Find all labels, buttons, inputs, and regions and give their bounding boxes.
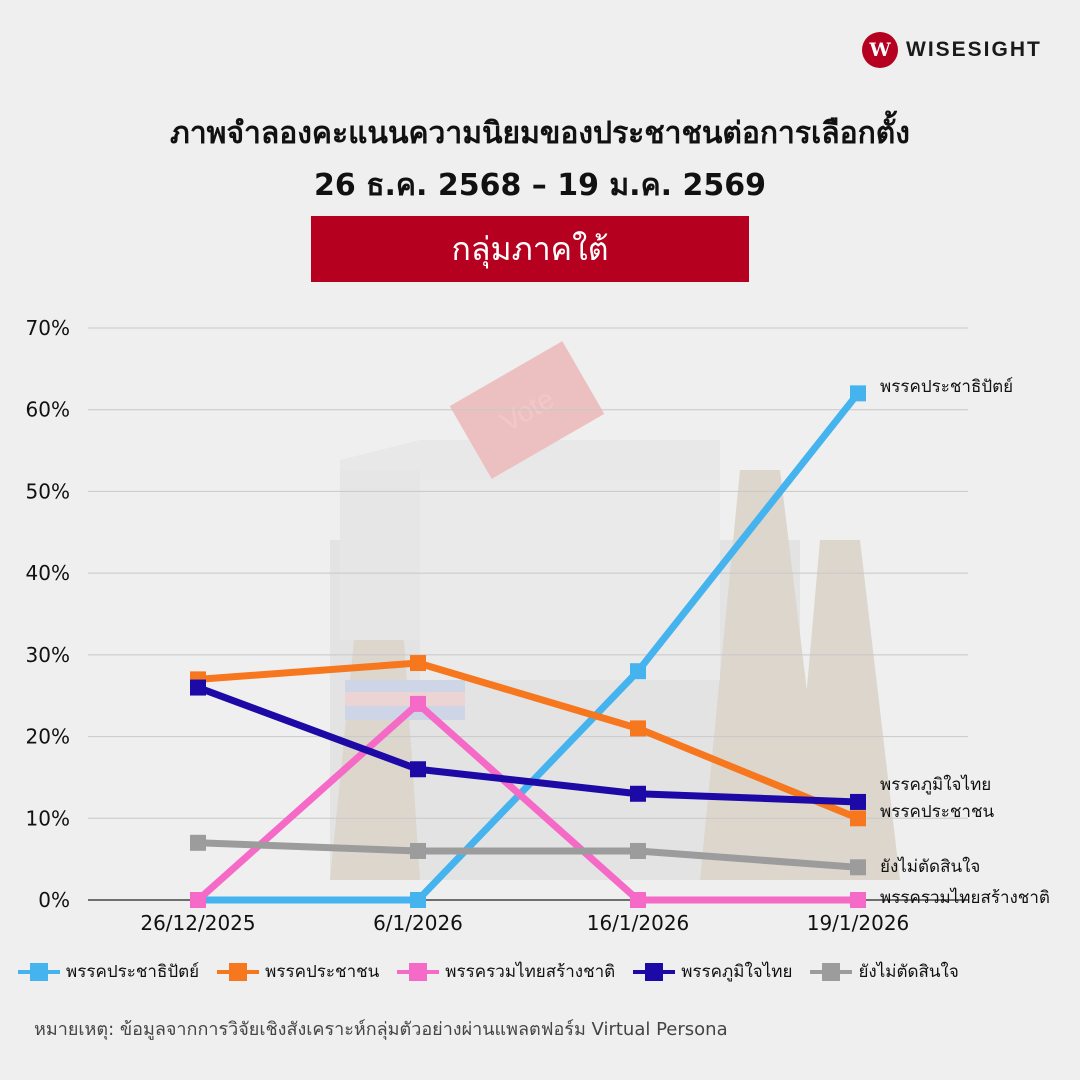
data-point: [410, 761, 426, 778]
series-end-label: พรรคประชาชน: [880, 802, 995, 822]
legend-swatch: [397, 960, 440, 984]
y-tick-label: 0%: [38, 888, 70, 912]
legend-swatch: [18, 960, 60, 984]
data-point: [630, 663, 646, 680]
legend-item: พรรคภูมิใจไทย: [633, 958, 792, 985]
x-tick-label: 6/1/2026: [373, 911, 463, 935]
legend-marker: [645, 962, 664, 981]
y-tick-label: 20%: [26, 725, 70, 749]
brand-logo: W WISESIGHT: [862, 32, 1042, 68]
data-point: [850, 793, 866, 810]
data-point: [410, 655, 426, 672]
legend-label: ยังไม่ตัดสินใจ: [858, 962, 959, 982]
legend-marker: [229, 962, 248, 981]
title-line-1: ภาพจำลองคะแนนความนิยมของประชาชนต่อการเลื…: [170, 116, 910, 151]
monument-wing: [790, 540, 900, 880]
title-line-2: 26 ธ.ค. 2568 – 19 ม.ค. 2569: [314, 168, 766, 203]
series-end-label: พรรครวมไทยสร้างชาติ: [880, 887, 1050, 908]
page-title: ภาพจำลองคะแนนความนิยมของประชาชนต่อการเลื…: [0, 108, 1080, 212]
data-point: [850, 810, 866, 827]
ballot-box: [420, 480, 720, 680]
brand-mark-icon: W: [862, 32, 898, 68]
x-tick-label: 16/1/2026: [587, 911, 690, 935]
series-line: [195, 700, 858, 904]
legend-swatch: [633, 960, 676, 984]
y-tick-label: 60%: [26, 398, 70, 422]
legend-marker: [30, 962, 48, 981]
x-tick-label: 26/12/2025: [140, 911, 255, 935]
data-point: [630, 892, 646, 908]
data-point: [190, 834, 206, 851]
series-line: [197, 839, 859, 871]
data-point: [190, 892, 206, 908]
data-point: [410, 695, 426, 712]
data-point: [850, 892, 866, 908]
region-banner: กลุ่มภาคใต้: [311, 216, 749, 282]
data-point: [630, 785, 646, 802]
data-point: [410, 892, 426, 908]
data-point: [850, 385, 866, 402]
series-end-label: พรรคภูมิใจไทย: [880, 774, 991, 795]
legend-item: พรรคประชาชน: [217, 958, 379, 985]
legend-swatch: [810, 960, 853, 984]
x-tick-label: 19/1/2026: [807, 911, 910, 935]
y-tick-label: 40%: [26, 561, 70, 585]
brand-name: WISESIGHT: [906, 38, 1042, 61]
legend-marker: [822, 962, 841, 981]
legend-label: พรรคประชาธิปัตย์: [66, 962, 200, 982]
legend-label: พรรคภูมิใจไทย: [681, 962, 793, 982]
legend-item: พรรคประชาธิปัตย์: [18, 958, 199, 985]
data-point: [190, 679, 206, 696]
series-line: [198, 391, 861, 904]
data-point: [410, 842, 426, 859]
y-tick-label: 50%: [26, 479, 70, 503]
legend-marker: [409, 962, 428, 981]
series-line: [197, 659, 860, 822]
series-line: [196, 684, 859, 806]
chart-legend: พรรคประชาธิปัตย์ พรรคประชาชน พรรครวมไทยสร้…: [18, 958, 1070, 985]
legend-swatch: [217, 960, 260, 984]
footnote: หมายเหตุ: ข้อมูลจากการวิจัยเชิงสังเคราะห…: [34, 1019, 728, 1040]
monument-wing: [700, 470, 830, 880]
legend-label: พรรคประชาชน: [265, 962, 380, 982]
data-point: [630, 842, 646, 859]
data-point: [630, 720, 646, 737]
legend-label: พรรครวมไทยสร้างชาติ: [445, 962, 616, 982]
y-tick-label: 10%: [26, 806, 70, 830]
y-tick-label: 70%: [26, 316, 70, 340]
legend-item: พรรครวมไทยสร้างชาติ: [397, 958, 615, 985]
ballot-box-lid: [340, 440, 720, 500]
series-end-label: ยังไม่ตัดสินใจ: [880, 856, 980, 877]
legend-item: ยังไม่ตัดสินใจ: [810, 958, 959, 985]
data-point: [850, 859, 866, 876]
y-tick-label: 30%: [26, 643, 70, 667]
series-end-label: พรรคประชาธิปัตย์: [880, 377, 1013, 397]
